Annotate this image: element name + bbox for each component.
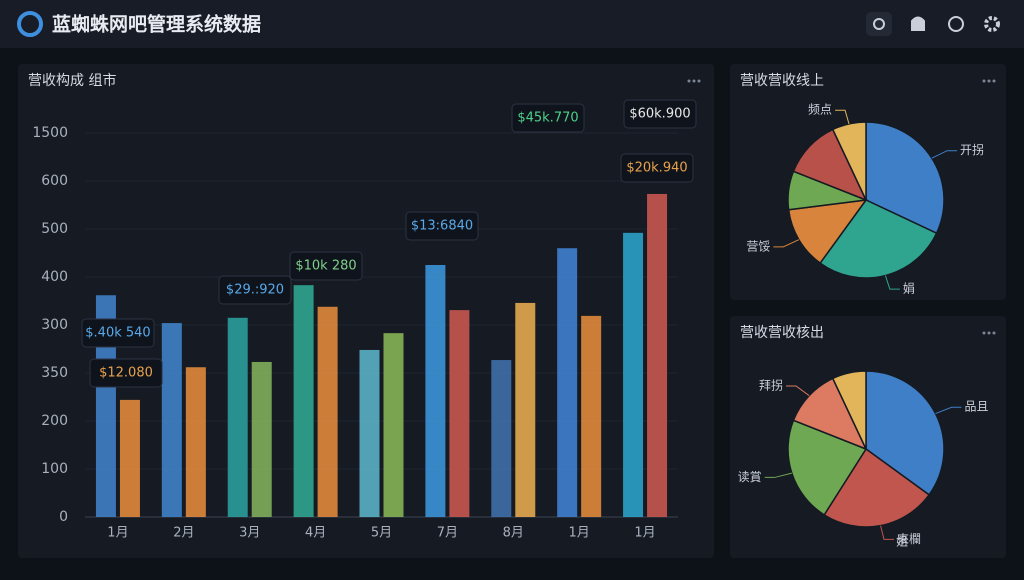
leader-line [935,406,962,415]
leader-line [880,525,894,540]
bar [119,399,140,517]
logo [17,11,43,37]
y-tick-label: 200 [41,413,68,429]
pie-slice [787,419,868,516]
leader-line [764,472,792,478]
x-tick-label: 4月 [305,526,326,541]
slice-label: 开拐 [960,142,984,157]
menu-dot[interactable] [992,79,996,83]
menu-dot[interactable] [692,79,696,83]
tooltip-label: $45k.770 [517,111,578,126]
tooltip-box [620,153,694,183]
slice-label: 娟 [903,282,915,296]
bar [623,232,644,517]
bar [581,315,602,517]
bar [449,310,470,517]
menu-dot[interactable] [687,79,691,83]
slice-label: 频点 [808,103,832,117]
x-tick-label: 7月 [437,526,458,541]
x-tick-label: 5月 [371,526,392,541]
tooltip-label: $29.:920 [226,283,284,298]
tooltip-label: $.40k 540 [85,326,150,341]
bar [425,265,446,517]
panel-title: 营收营收线上 [740,73,824,89]
tooltip-box [81,318,155,348]
leader-line [835,109,850,125]
leader-line [773,239,800,248]
bar [293,285,314,517]
bar [227,317,248,517]
bar [359,349,380,517]
slice-label: 读賞 [738,470,762,484]
bar [251,361,272,517]
x-tick-label: 3月 [239,526,260,541]
slice-label: 拜拐 [759,378,783,393]
slice-label: 來欄 [897,531,921,546]
slice-label: 品且 [965,400,989,414]
tooltip-box [89,358,163,388]
tooltip-label: $20k.940 [626,161,687,176]
tooltip-box [623,99,697,129]
bar [491,360,512,517]
pie-slice [823,447,931,528]
x-tick-label: 1月 [107,526,128,541]
y-tick-label: 0 [59,509,68,525]
tooltip-label: $13:6840 [411,219,473,234]
search-icon[interactable] [873,18,885,30]
tooltip-label: $12.080 [99,366,153,381]
header-bar [0,0,1024,48]
tooltip-box [405,211,479,241]
tooltip-box [511,103,585,133]
menu-dot[interactable] [987,331,991,335]
x-tick-label: 2月 [173,526,194,541]
bar [95,295,116,517]
tooltip-box [218,275,292,305]
bar [317,306,338,517]
y-tick-label: 400 [41,269,68,285]
bar [515,302,536,517]
y-tick-label: 100 [41,461,68,477]
search-button[interactable] [866,12,892,36]
alert-icon[interactable] [911,16,925,31]
pie-slice [787,199,868,265]
leader-line [884,275,900,290]
x-tick-label: 1月 [569,526,590,541]
app-title: 蓝蜘蛛网吧管理系统数据 [52,13,261,36]
y-tick-label: 600 [41,173,68,189]
leader-line [931,150,958,159]
tooltip-label: $10k 280 [295,259,356,274]
menu-dot[interactable] [982,331,986,335]
y-tick-label: 500 [41,221,68,237]
settings-icon[interactable] [984,16,1000,32]
menu-dot[interactable] [982,79,986,83]
panel-title: 营收构成 组市 [28,72,116,89]
pie-slice [831,121,867,201]
x-tick-label: 8月 [503,526,524,541]
leader-line [786,385,810,397]
bar [647,193,668,517]
bar [161,323,182,517]
slice-label: 姐 [896,535,908,549]
tooltip-box [289,251,363,281]
menu-dot[interactable] [992,331,996,335]
pie-slice [831,370,867,450]
y-tick-label: 1500 [32,125,68,141]
y-tick-label: 300 [41,317,68,333]
slice-label: 营馁 [746,239,770,253]
menu-dot[interactable] [697,79,701,83]
y-tick-label: 350 [41,365,68,381]
tooltip-label: $60k.900 [629,107,690,122]
bar [557,248,578,517]
menu-dot[interactable] [987,79,991,83]
x-tick-label: 1月 [634,526,655,541]
panel-title: 营收营收核出 [740,325,824,341]
pie-slice [865,370,945,496]
bar [185,367,206,517]
pie-slice [819,199,938,279]
info-icon[interactable] [948,16,964,32]
bar [383,333,404,517]
